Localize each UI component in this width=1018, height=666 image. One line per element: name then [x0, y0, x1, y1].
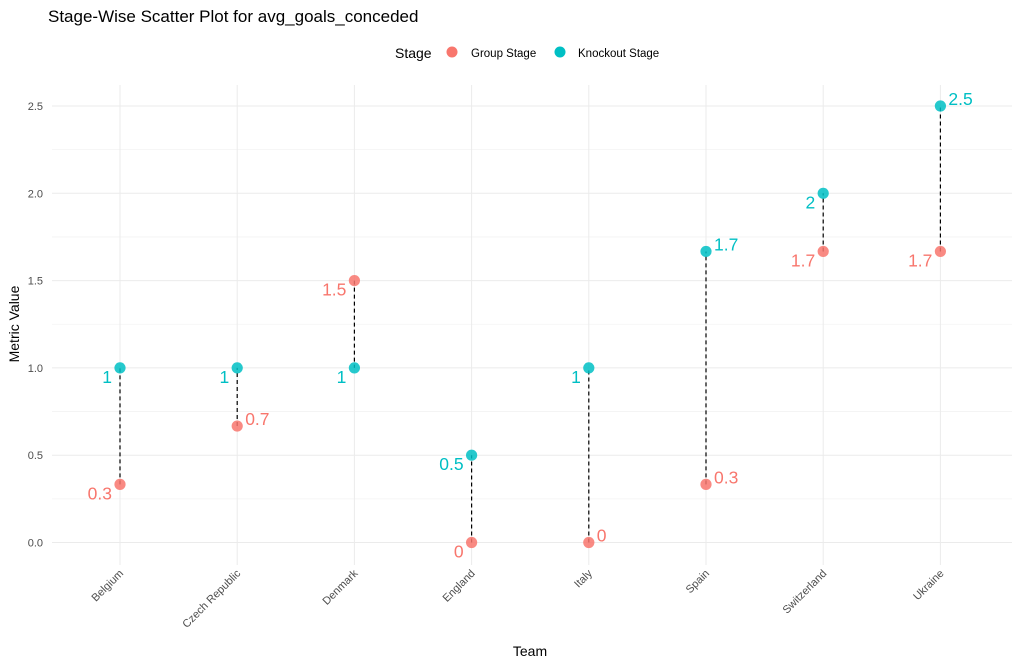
legend: Stage Group Stage Knockout Stage	[395, 45, 659, 61]
group-stage-point	[700, 478, 712, 490]
y-tick-label: 2.5	[28, 101, 43, 113]
group-stage-label: 0	[454, 542, 464, 562]
group-stage-label: 1.7	[908, 250, 932, 270]
y-axis-title: Metric Value	[6, 285, 22, 362]
knockout-stage-label: 1	[337, 367, 347, 387]
y-tick-label: 2.0	[28, 188, 43, 200]
x-tick-label: Italy	[572, 567, 595, 590]
knockout-stage-point	[114, 362, 126, 374]
x-axis-ticks: Belgium Czech Republic Denmark England Italy…	[90, 567, 947, 630]
legend-key-group-stage	[446, 46, 458, 58]
connector-lines	[119, 106, 942, 543]
group-stage-label: 0	[597, 526, 607, 546]
group-stage-label: 0.3	[714, 467, 738, 487]
knockout-stage-point	[466, 449, 478, 461]
legend-title: Stage	[395, 45, 432, 61]
knockout-stage-point	[934, 100, 947, 112]
x-tick-label: Czech Republic	[180, 567, 243, 630]
grid	[52, 85, 1012, 565]
group-stage-point	[231, 420, 243, 432]
knockout-stage-label: 1	[219, 367, 229, 387]
chart-title: Stage-Wise Scatter Plot for avg_goals_co…	[48, 7, 418, 26]
group-stage-point	[934, 245, 947, 258]
data-labels: 0.3 1 0.7 1 1.5 1 0 0.5 0 1 0.3 1.7 1.7 2 1.7 2.5	[88, 89, 973, 562]
knockout-stage-label: 2	[805, 192, 815, 212]
x-tick-label: Denmark	[320, 567, 360, 607]
y-tick-label: 1.0	[28, 363, 43, 375]
x-tick-label: Ukraine	[911, 568, 946, 603]
knockout-stage-label: 2.5	[948, 89, 972, 109]
knockout-stage-point	[583, 362, 595, 374]
group-stage-label: 1.7	[791, 250, 815, 270]
group-stage-point	[114, 478, 126, 490]
legend-key-knockout-stage	[554, 46, 566, 58]
knockout-stage-label: 1	[102, 367, 112, 387]
group-stage-point	[817, 245, 829, 258]
x-tick-label: Spain	[684, 568, 712, 596]
knockout-stage-label: 1.7	[714, 234, 738, 254]
knockout-stage-label: 1	[571, 367, 581, 387]
knockout-stage-point	[348, 362, 360, 374]
legend-label-group-stage: Group Stage	[471, 48, 536, 60]
x-tick-label: England	[441, 568, 478, 605]
x-axis-title: Team	[513, 643, 547, 659]
x-tick-label: Switzerland	[781, 568, 830, 617]
group-stage-label: 1.5	[322, 280, 346, 300]
y-axis-ticks: 0.0 0.5 1.0 1.5 2.0 2.5	[28, 101, 43, 550]
y-tick-label: 0.5	[28, 450, 43, 462]
y-tick-label: 1.5	[28, 276, 43, 288]
knockout-stage-point	[817, 187, 829, 199]
knockout-stage-label: 0.5	[439, 454, 463, 474]
knockout-stage-point	[700, 245, 712, 258]
group-stage-label: 0.3	[88, 483, 112, 503]
x-tick-label: Belgium	[90, 568, 127, 605]
group-stage-point	[583, 536, 595, 549]
knockout-stage-point	[231, 362, 243, 374]
legend-label-knockout-stage: Knockout Stage	[578, 48, 659, 60]
data-points	[114, 100, 947, 549]
group-stage-point	[348, 275, 360, 287]
y-tick-label: 0.0	[28, 538, 43, 550]
group-stage-label: 0.7	[245, 409, 269, 429]
group-stage-point	[466, 536, 478, 549]
